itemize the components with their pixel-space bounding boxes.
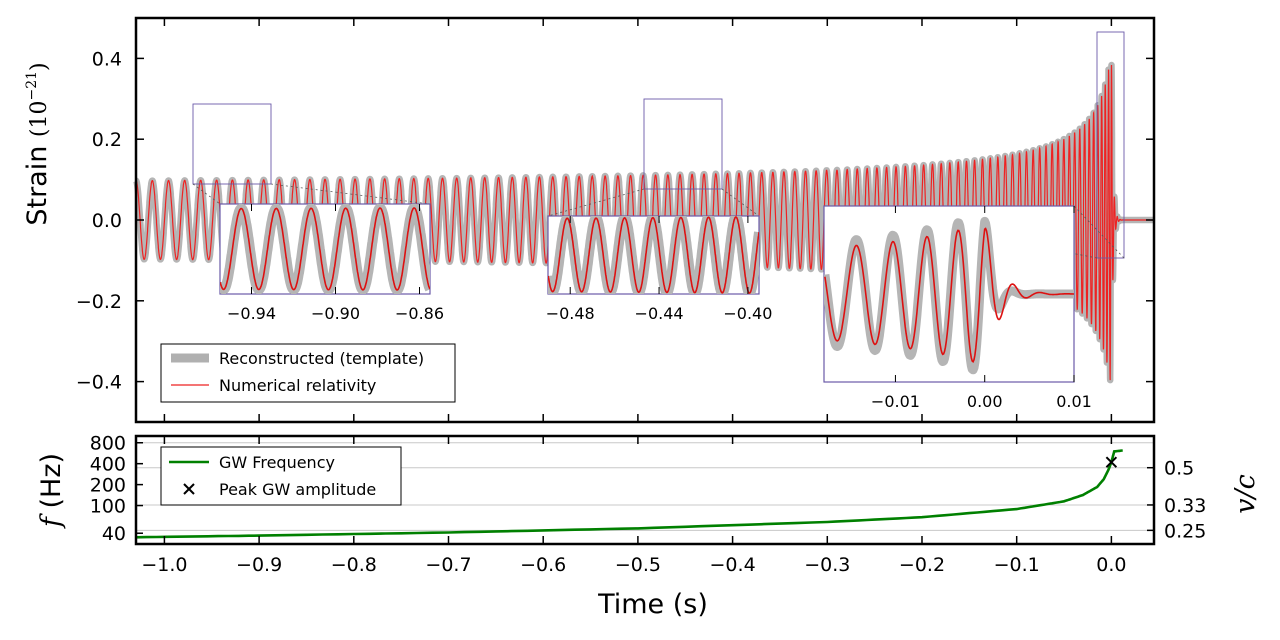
time-xtick-label: −0.3: [804, 554, 850, 576]
vc-tick-label: 0.33: [1164, 495, 1206, 517]
time-xtick-label: −0.6: [520, 554, 566, 576]
strain-ytick-label: −0.4: [76, 372, 122, 394]
legend-nr-label: Numerical relativity: [219, 376, 376, 395]
time-xtick-label: 0.0: [1096, 554, 1126, 576]
frequency-frame: [134, 434, 1156, 546]
inset-merger-connector: [1073, 205, 1125, 259]
inset-early-nr-line: [220, 207, 430, 291]
inset-merger-tick-label: −0.01: [871, 392, 920, 411]
time-xtick-label: −0.8: [331, 554, 377, 576]
time-xtick-label: −0.5: [615, 554, 661, 576]
strain-axis-label: Strain (10−21): [22, 62, 53, 225]
time-xtick-label: −0.9: [236, 554, 282, 576]
inset-middle-tick-label: −0.44: [635, 304, 684, 323]
inset-merger-tick-label: 0.00: [967, 392, 1003, 411]
inset-early-tick-label: −0.90: [311, 304, 360, 323]
strain-ytick-label: −0.2: [76, 291, 122, 313]
vc-tick-label: 0.25: [1164, 520, 1206, 542]
legend-peak-marker-swatch: [183, 483, 195, 495]
strain-ytick-label: 0.0: [92, 210, 122, 232]
inset-middle-connector: [547, 188, 645, 217]
inset-middle-nr-line: [548, 216, 759, 294]
inset-merger-tick-label: 0.01: [1056, 392, 1092, 411]
inset-early-source-box: [192, 103, 272, 185]
time-xtick-label: −0.7: [425, 554, 471, 576]
inset-early-connector: [270, 183, 431, 205]
time-xtick-label: −0.1: [994, 554, 1040, 576]
inset-early-tick-label: −0.86: [395, 304, 444, 323]
legend-template-label: Reconstructed (template): [219, 349, 424, 368]
peak-amplitude-marker: [1105, 456, 1118, 468]
inset-early-tick-label: −0.94: [227, 304, 276, 323]
inset-merger-nr-line: [824, 227, 1074, 363]
frequency-legend: [160, 446, 402, 506]
inset-middle-source-box: [643, 98, 723, 190]
vc-tick-label: 0.5: [1164, 458, 1194, 480]
inset-early-plot: [220, 204, 430, 294]
time-xtick-label: −0.2: [899, 554, 945, 576]
freq-ytick-label: 400: [90, 454, 126, 476]
legend-peak-amplitude-label: Peak GW amplitude: [219, 480, 376, 499]
legend-gw-frequency-label: GW Frequency: [219, 453, 335, 472]
time-xtick-label: −0.4: [710, 554, 756, 576]
strain-legend: [160, 343, 456, 403]
vc-axis-label: v/c: [1230, 474, 1261, 513]
inset-middle-tick-label: −0.40: [723, 304, 772, 323]
time-axis-label: Time (s): [597, 589, 708, 620]
strain-ytick-label: 0.4: [92, 48, 122, 70]
strain-frame: [134, 16, 1156, 424]
inset-early-connector: [192, 183, 221, 205]
freq-ytick-label: 100: [90, 496, 126, 518]
inset-merger-source-box: [1096, 31, 1125, 259]
strain-panel: −0.4 −0.2 0.0 0.2 0.4 Strain (10−21) −0.94 −0.9…: [22, 16, 1158, 424]
inset-middle-plot: [548, 216, 759, 294]
freq-ytick-label: 800: [90, 433, 126, 455]
strain-ytick-label: 0.2: [92, 129, 122, 151]
inset-merger-plot: [824, 216, 1074, 375]
freq-ytick-label: 200: [90, 475, 126, 497]
frequency-axis-label: f (Hz): [36, 453, 67, 529]
inset-middle-tick-label: −0.48: [546, 304, 595, 323]
freq-ytick-label: 40: [102, 523, 126, 545]
time-xtick-label: −1.0: [141, 554, 187, 576]
